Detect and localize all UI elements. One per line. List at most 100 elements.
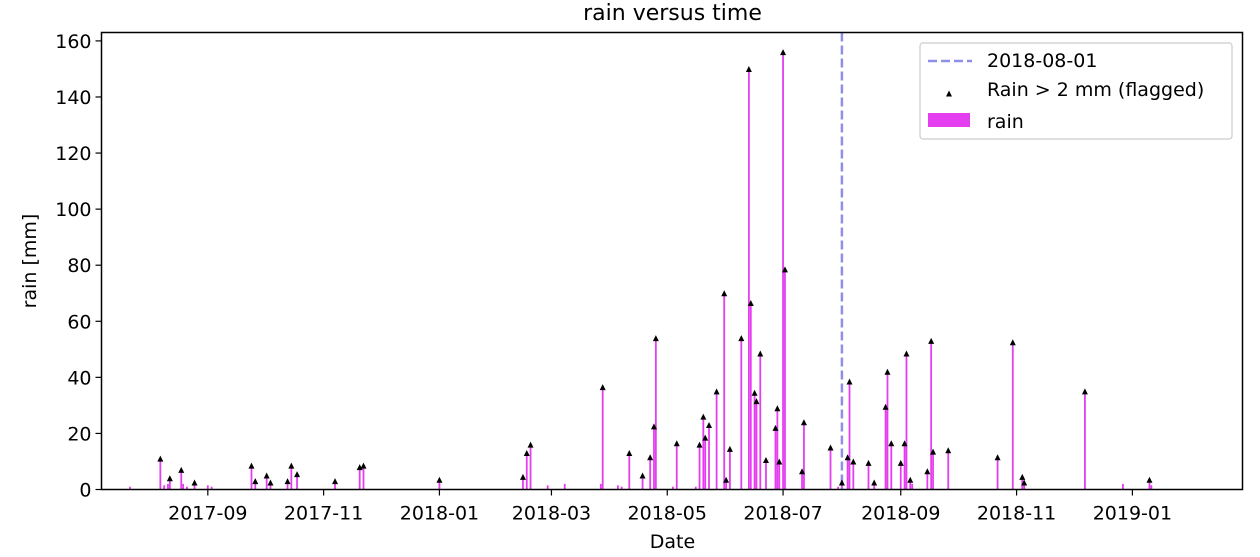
rain-bar [265, 475, 268, 490]
flagged-marker [248, 462, 255, 469]
y-axis: 0 20 40 60 80 100 120 140 160 [55, 31, 102, 502]
flagged-marker [799, 468, 806, 475]
rain-bar [358, 467, 361, 490]
flagged-marker [776, 458, 783, 465]
rain-bar [803, 422, 805, 490]
rain-bar [1148, 479, 1151, 490]
flagged-marker [639, 472, 646, 479]
flagged-marker [1146, 476, 1153, 483]
rain-bar [755, 401, 758, 490]
rain-bar [765, 460, 767, 490]
rain-bar [759, 353, 762, 490]
flagged-marker [696, 441, 703, 448]
x-axis: 2017-09 2017-11 2018-01 2018-03 2018-05 2018-… [168, 489, 1172, 525]
x-tick-label: 2018-11 [977, 503, 1056, 525]
rain-bar [334, 481, 336, 490]
flagged-marker [751, 389, 758, 396]
y-tick-label: 0 [79, 480, 91, 502]
rain-bar [708, 425, 710, 490]
rain-bar [694, 486, 697, 490]
rain-bar [1021, 476, 1024, 490]
rain-bar [778, 461, 781, 490]
rain-bar [620, 486, 623, 490]
flagged-marker [827, 444, 834, 451]
rain-bar [269, 482, 272, 490]
rain-bar [654, 338, 657, 490]
x-tick-label: 2017-09 [168, 503, 247, 525]
flagged-marker [753, 398, 760, 405]
rain-bar [628, 453, 631, 490]
flagged-marker [519, 473, 526, 480]
rain-bar [723, 293, 726, 490]
flagged-marker [1009, 339, 1016, 346]
rain-bar [546, 485, 549, 490]
legend-marker-label: Rain > 2 mm (flagged) [987, 79, 1204, 101]
flagged-marker [897, 459, 904, 466]
legend-rain-swatch [928, 113, 970, 127]
flagged-marker [888, 440, 895, 447]
rain-bar [926, 471, 929, 490]
flagged-marker [599, 384, 606, 391]
flagged-marker [945, 447, 952, 454]
rain-bar [525, 453, 528, 490]
y-tick-label: 140 [55, 87, 91, 109]
rain-bar [675, 443, 678, 490]
flagged-marker [1019, 473, 1026, 480]
rain-bar [1011, 342, 1014, 490]
rain-bar [867, 462, 870, 490]
rain-bar [1121, 483, 1124, 490]
rain-bar [362, 465, 365, 490]
rain-bar [286, 481, 289, 490]
x-tick-label: 2017-11 [284, 503, 363, 525]
markers-layer [157, 49, 1153, 486]
flagged-marker [747, 300, 754, 307]
rain-bar [601, 387, 604, 490]
flagged-marker [726, 445, 733, 452]
rain-bar [873, 482, 876, 490]
rain-bar [168, 478, 171, 490]
rain-bar [909, 479, 912, 490]
flagged-marker [844, 454, 851, 461]
rain-bar [599, 483, 602, 490]
rain-bar [616, 485, 619, 490]
flagged-marker [706, 422, 713, 429]
flagged-marker [846, 378, 853, 385]
flagged-marker [713, 388, 720, 395]
flagged-marker [527, 441, 534, 448]
flagged-marker [263, 472, 270, 479]
flagged-marker [850, 458, 857, 465]
flagged-marker [738, 335, 745, 342]
y-axis-label: rain [mm] [19, 214, 41, 309]
flagged-marker [360, 462, 367, 469]
rain-bar [911, 483, 914, 490]
flagged-marker [1021, 479, 1028, 486]
flagged-marker [650, 423, 657, 430]
rain-bar [698, 444, 701, 490]
rain-bar [193, 482, 196, 490]
flagged-marker [994, 454, 1001, 461]
rain-bar [801, 471, 803, 490]
flagged-marker [673, 440, 680, 447]
x-tick-label: 2018-01 [400, 503, 479, 525]
flagged-marker [884, 368, 891, 375]
rain-bar [290, 465, 293, 490]
flagged-marker [166, 475, 173, 482]
rain-bar [438, 479, 441, 490]
rain-bar [784, 269, 786, 490]
rain-bar [829, 447, 832, 490]
flagged-marker [924, 468, 931, 475]
flagged-marker [762, 457, 769, 464]
flagged-marker [252, 478, 259, 485]
flagged-marker [178, 466, 185, 473]
flagged-marker [700, 413, 707, 420]
rain-bar [1023, 482, 1026, 490]
y-tick-label: 120 [55, 143, 91, 165]
rain-bar [702, 416, 705, 490]
rain-bar [167, 483, 169, 490]
flagged-marker [882, 403, 889, 410]
rain-bar [725, 479, 728, 490]
rain-bar [641, 475, 644, 490]
flagged-marker [901, 440, 908, 447]
